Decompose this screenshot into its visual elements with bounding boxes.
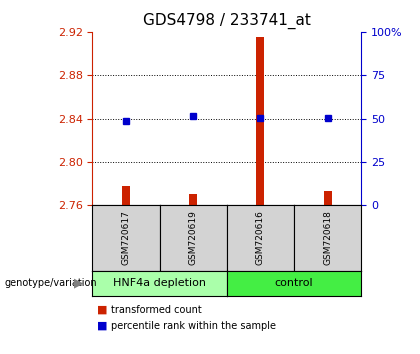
- Text: control: control: [275, 278, 313, 288]
- Text: HNF4a depletion: HNF4a depletion: [113, 278, 206, 288]
- Title: GDS4798 / 233741_at: GDS4798 / 233741_at: [143, 13, 311, 29]
- Bar: [189, 194, 197, 205]
- Bar: [122, 186, 130, 205]
- Text: GSM720619: GSM720619: [189, 211, 198, 266]
- Text: GSM720616: GSM720616: [256, 211, 265, 266]
- Text: ■: ■: [97, 321, 107, 331]
- Text: ▶: ▶: [74, 277, 84, 290]
- Text: GSM720618: GSM720618: [323, 211, 332, 266]
- Text: genotype/variation: genotype/variation: [4, 278, 97, 288]
- Text: GSM720617: GSM720617: [121, 211, 131, 266]
- Bar: [256, 37, 265, 205]
- Text: transformed count: transformed count: [111, 305, 202, 315]
- Text: percentile rank within the sample: percentile rank within the sample: [111, 321, 276, 331]
- Bar: [323, 191, 332, 205]
- Text: ■: ■: [97, 305, 107, 315]
